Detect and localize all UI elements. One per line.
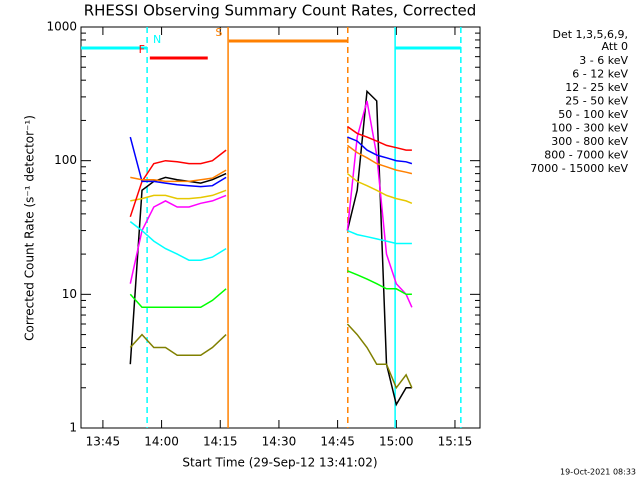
series-line (129, 323, 413, 390)
x-tick-label: 14:00 (144, 435, 179, 449)
y-tick-label: 1000 (46, 20, 77, 34)
y-tick-label: 10 (62, 287, 77, 301)
x-tick-label: 14:45 (320, 435, 355, 449)
time-bar-label: N (153, 33, 161, 46)
legend-entry: 7000 - 15000 keV (530, 162, 628, 175)
y-tick-label: 1 (69, 421, 77, 435)
series-line (129, 136, 413, 188)
chart-title: RHESSI Observing Summary Count Rates, Co… (84, 2, 477, 20)
y-axis-label: Corrected Count Rate (s⁻¹ detector⁻¹) (23, 115, 37, 341)
legend-entry: 800 - 7000 keV (544, 149, 628, 162)
legend-title: Det 1,3,5,6,9, (552, 28, 628, 41)
x-axis-label: Start Time (29-Sep-12 13:41:02) (182, 456, 377, 470)
legend-title: Att 0 (602, 40, 628, 53)
y-tick-label: 100 (54, 153, 77, 167)
legend-entry: 300 - 800 keV (551, 135, 628, 148)
series-line (129, 125, 412, 218)
x-tick-label: 15:00 (379, 435, 414, 449)
legend-entry: 50 - 100 keV (558, 108, 628, 121)
x-tick-label: 15:15 (438, 435, 473, 449)
series-line (129, 89, 412, 407)
plot-frame (80, 26, 481, 429)
time-bar-label: S (215, 26, 222, 39)
x-tick-label: 13:45 (86, 435, 121, 449)
legend-entry: 100 - 300 keV (551, 122, 628, 135)
series-line (129, 270, 412, 309)
x-tick-label: 14:15 (203, 435, 238, 449)
legend-entry: 12 - 25 keV (565, 81, 628, 94)
series-line (129, 100, 413, 308)
time-bar-label: F (139, 43, 145, 56)
legend-entry: 3 - 6 keV (579, 54, 628, 67)
legend-entry: 25 - 50 keV (565, 95, 628, 108)
series-line (129, 221, 412, 261)
legend-entry: 6 - 12 keV (572, 68, 628, 81)
x-tick-label: 14:30 (262, 435, 297, 449)
footer: 19-Oct-2021 08:33 (560, 468, 636, 477)
series-line (130, 144, 413, 183)
series-line (130, 173, 413, 204)
